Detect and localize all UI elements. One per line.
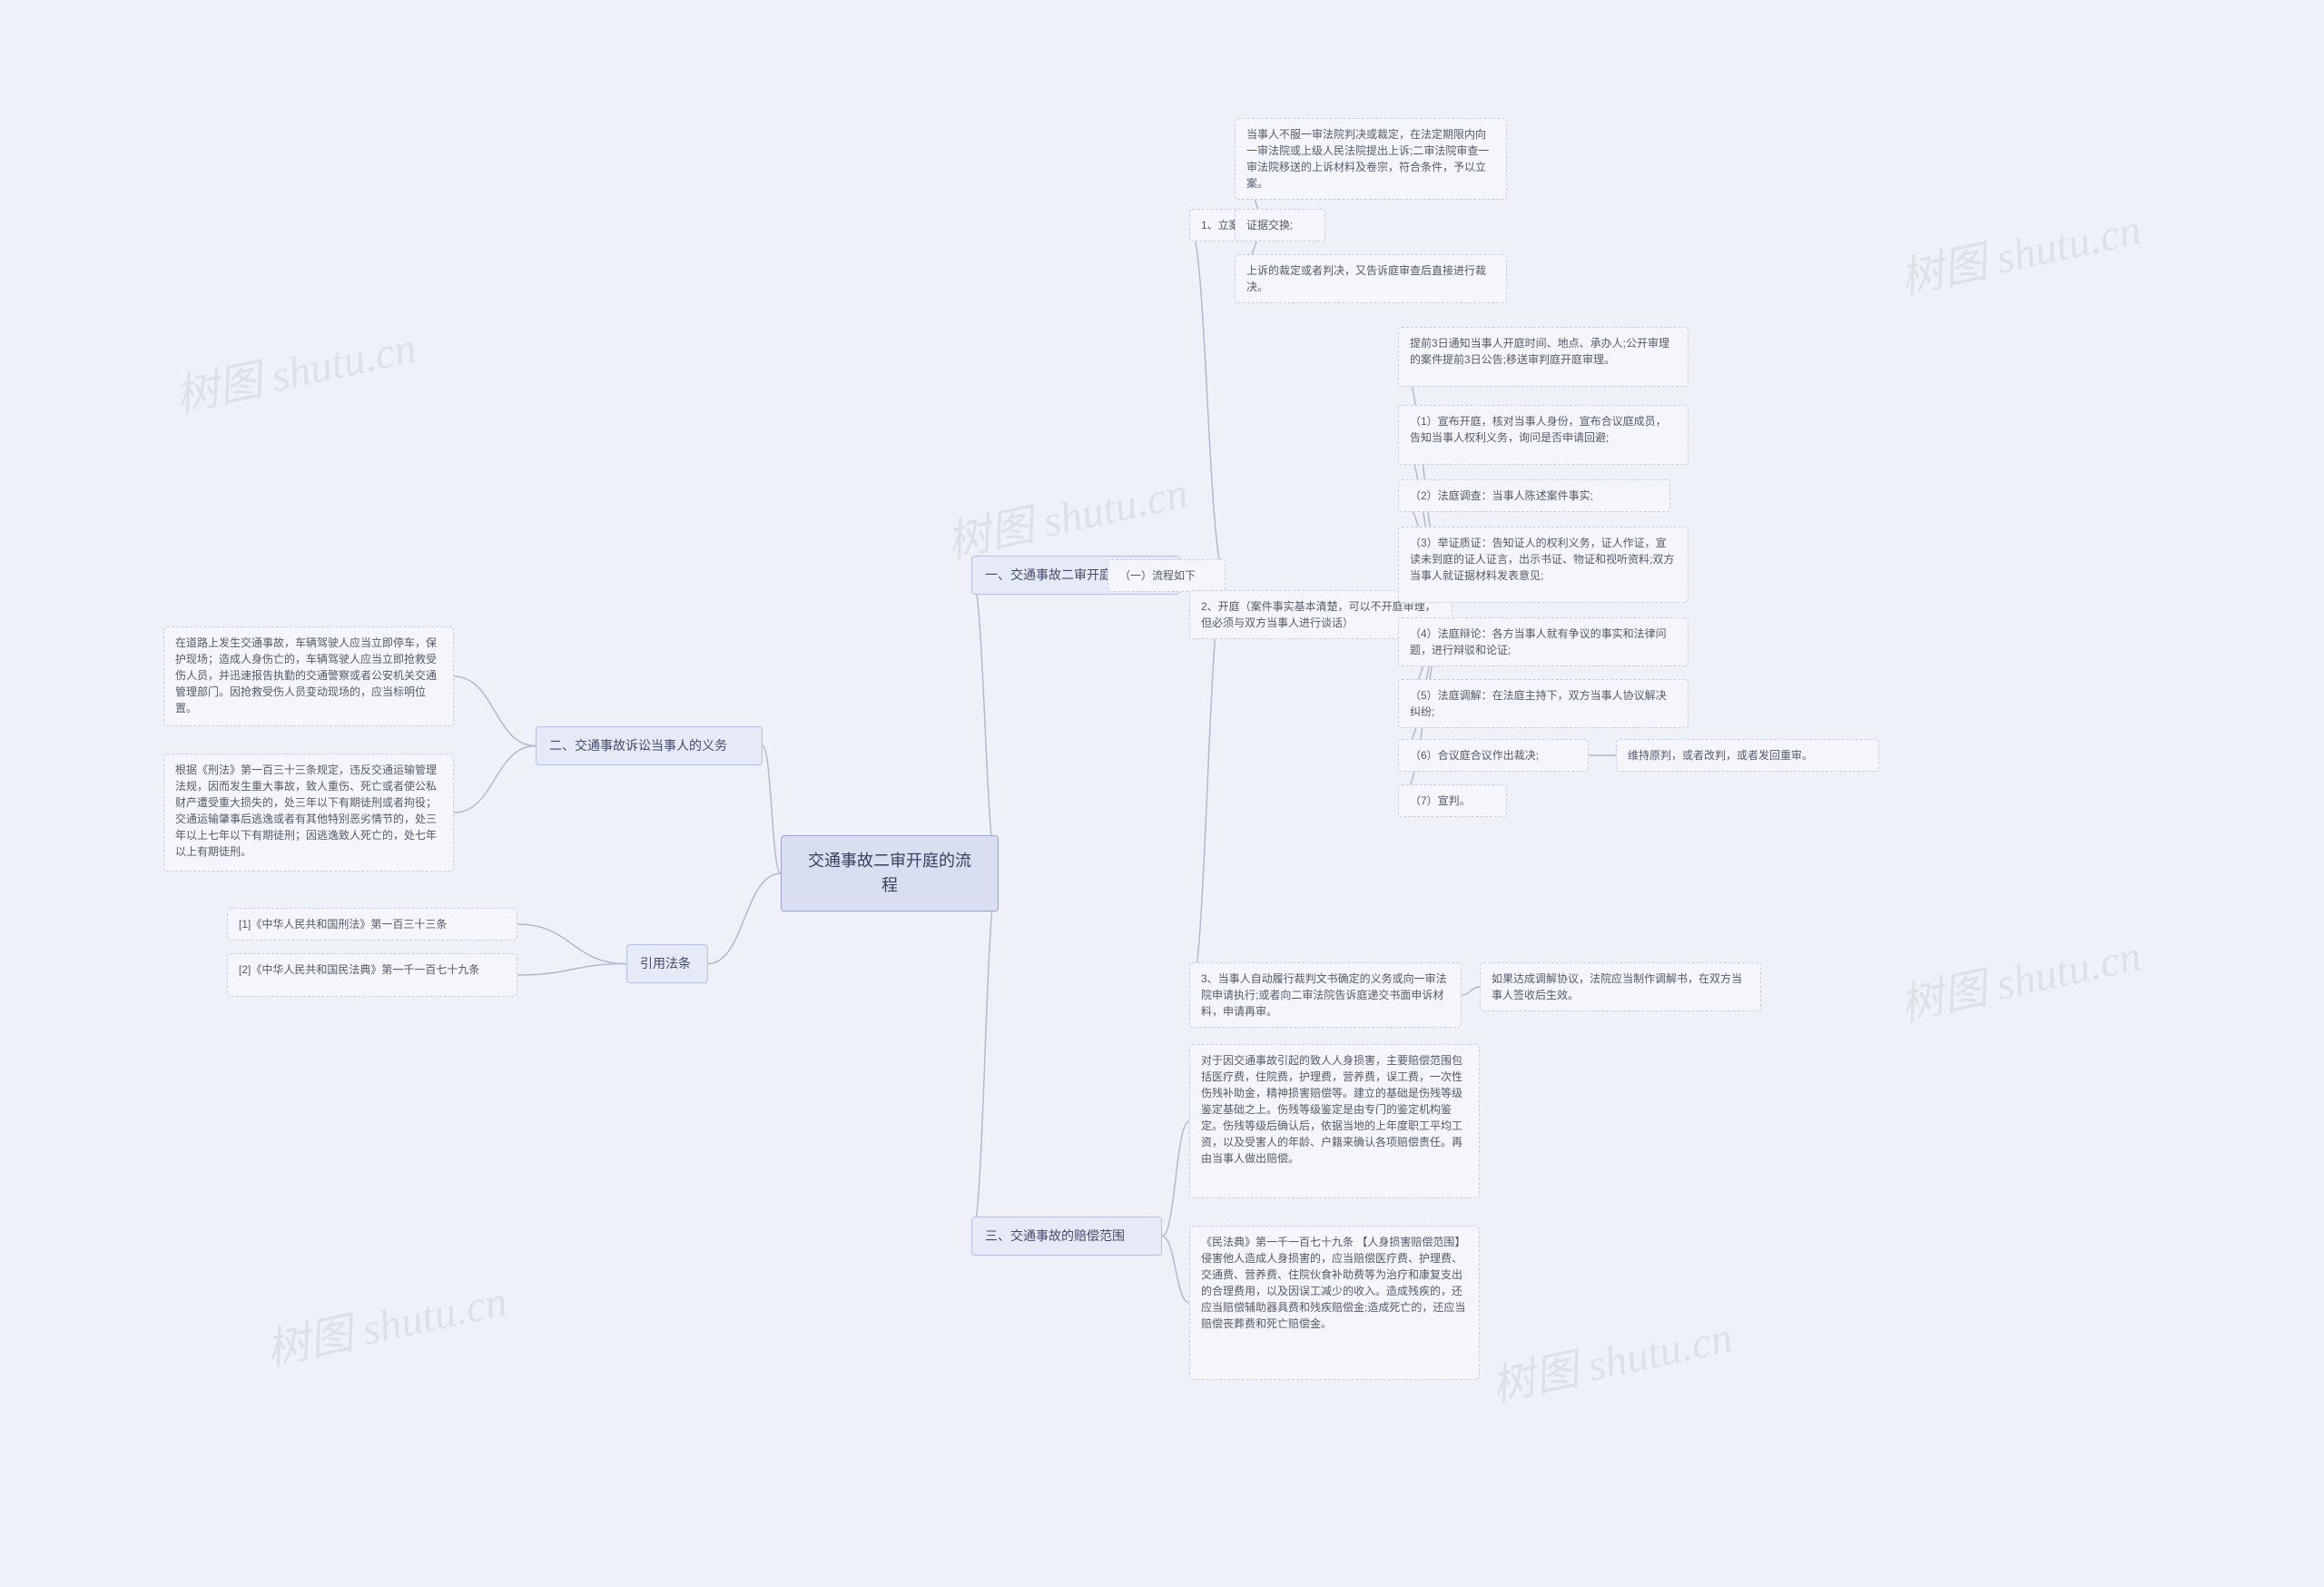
node-s1i2g: （6）合议庭合议作出裁决; [1398, 739, 1589, 772]
watermark-5: 树图 shutu.cn [1485, 1301, 1738, 1414]
connector-ref-refb [517, 964, 626, 976]
node-refb: [2]《中华人民共和国民法典》第一千一百七十九条 [227, 953, 517, 997]
node-s1i2a: 提前3日通知当事人开庭时间、地点、承办人;公开审理的案件提前3日公告;移送审判庭… [1398, 327, 1689, 387]
node-ref: 引用法条 [626, 944, 708, 983]
node-s1i2b: （1）宣布开庭，核对当事人身份，宣布合议庭成员，告知当事人权利义务，询问是否申请… [1398, 405, 1689, 465]
node-s1i3a: 如果达成调解协议，法院应当制作调解书，在双方当事人签收后生效。 [1480, 962, 1761, 1011]
watermark-0: 树图 shutu.cn [169, 311, 421, 424]
node-s1i2e: （4）法庭辩论：各方当事人就有争议的事实和法律问题，进行辩驳和论证; [1398, 617, 1689, 666]
node-s1flow: （一）流程如下 [1108, 559, 1226, 592]
connector-s1flow-s1i1 [1189, 225, 1226, 576]
connector-root-ref [708, 873, 781, 964]
node-sec3: 三、交通事故的赔偿范围 [971, 1217, 1162, 1256]
node-s1i2g_r: 维持原判，或者改判，或者发回重审。 [1616, 739, 1879, 772]
node-s1i1a: 当事人不服一审法院判决或裁定，在法定期限内向一审法院或上级人民法院提出上诉;二审… [1235, 118, 1507, 200]
node-s1i3: 3、当事人自动履行裁判文书确定的义务或向一审法院申请执行;或者向二审法院告诉庭递… [1189, 962, 1462, 1028]
connector-root-sec2 [763, 746, 781, 874]
node-s1i2h: （7）宣判。 [1398, 784, 1507, 817]
connector-sec3-s3b [1162, 1237, 1189, 1304]
node-s3b: 《民法典》第一千一百七十九条 【人身损害赔偿范围】侵害他人造成人身损害的，应当赔… [1189, 1226, 1480, 1380]
node-s3a: 对于因交通事故引起的致人人身损害，主要赔偿范围包括医疗费，住院费，护理费，营养费… [1189, 1044, 1480, 1198]
connector-ref-refa [517, 924, 626, 964]
node-root: 交通事故二审开庭的流程 [781, 835, 999, 912]
node-s2a: 在道路上发生交通事故，车辆驾驶人应当立即停车，保护现场；造成人身伤亡的，车辆驾驶… [163, 626, 454, 726]
watermark-4: 树图 shutu.cn [260, 1265, 512, 1377]
mindmap-canvas: 交通事故二审开庭的流程一、交通事故二审开庭的流程三、交通事故的赔偿范围二、交通事… [36, 36, 2324, 1551]
connector-s1i3-s1i3a [1462, 987, 1480, 995]
connector-root-sec3 [971, 873, 999, 1237]
watermark-3: 树图 shutu.cn [1894, 920, 2146, 1032]
watermark-2: 树图 shutu.cn [1894, 193, 2146, 306]
watermark-1: 树图 shutu.cn [940, 457, 1193, 569]
connector-sec3-s3a [1162, 1121, 1189, 1237]
node-s1i1c: 上诉的裁定或者判决，又告诉庭审查后直接进行裁决。 [1235, 254, 1507, 303]
node-s1i2f: （5）法庭调解：在法庭主持下，双方当事人协议解决纠纷; [1398, 679, 1689, 728]
node-s2b: 根据《刑法》第一百三十三条规定，违反交通运输管理法规，因而发生重大事故，致人重伤… [163, 754, 454, 872]
node-sec2: 二、交通事故诉讼当事人的义务 [536, 726, 763, 765]
node-refa: [1]《中华人民共和国刑法》第一百三十三条 [227, 908, 517, 941]
node-s1i2c: （2）法庭调查：当事人陈述案件事实; [1398, 479, 1670, 512]
node-s1i1b: 证据交换; [1235, 209, 1325, 242]
connector-sec2-s2a [454, 676, 536, 746]
connector-sec2-s2b [454, 746, 536, 813]
connector-root-sec1 [971, 576, 999, 874]
node-s1i2d: （3）举证质证：告知证人的权利义务，证人作证，宣读未到庭的证人证言，出示书证、物… [1398, 527, 1689, 603]
